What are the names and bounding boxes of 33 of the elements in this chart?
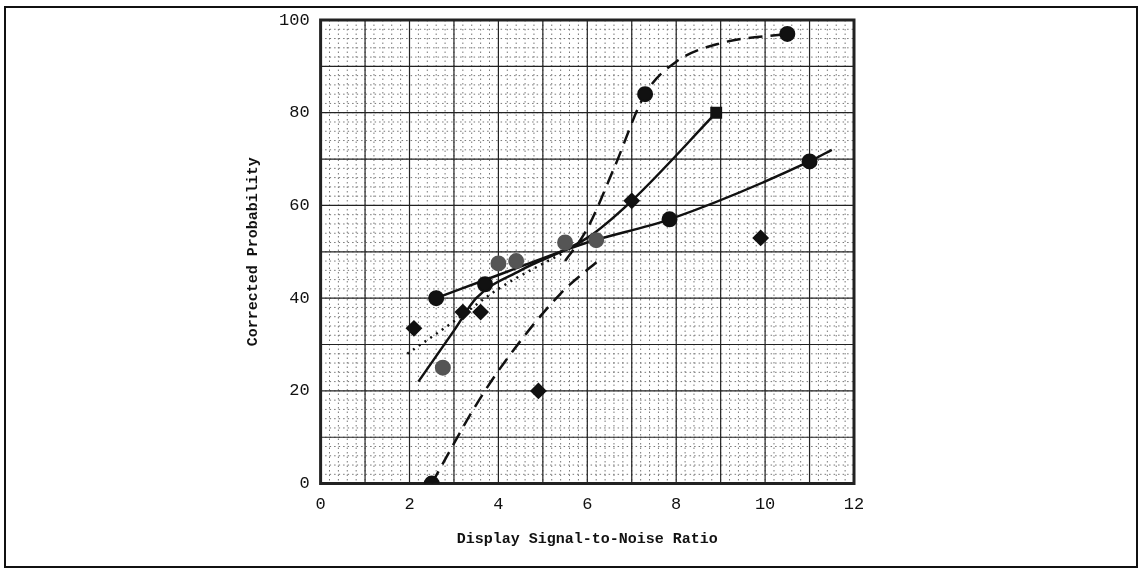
point [710,106,723,119]
point [530,382,547,399]
x-axis-title: Display Signal-to-Noise Ratio [456,530,718,548]
point [428,290,445,307]
point [490,255,507,272]
x-tick-label: 0 [315,495,326,515]
y-tick-label: 40 [289,288,310,308]
point [779,25,796,42]
point [557,234,574,251]
point [801,153,818,170]
y-tick-label: 0 [299,474,310,494]
x-tick-label: 8 [671,495,682,515]
point [434,359,451,376]
point [752,229,769,246]
point [637,86,654,103]
point [508,253,525,270]
y-tick-label: 20 [289,381,310,401]
point [472,304,489,321]
point [477,276,494,293]
point [454,304,471,321]
point [405,320,422,337]
x-tick-label: 10 [754,495,776,515]
x-tick-label: 6 [582,495,593,515]
point [623,192,640,209]
y-tick-label: 80 [289,103,310,123]
x-tick-label: 4 [493,495,504,515]
point [588,232,605,249]
x-tick-label: 2 [404,495,415,515]
x-tick-label: 12 [843,495,865,515]
point [661,211,678,228]
y-tick-label: 60 [289,195,310,215]
y-tick-label: 100 [279,10,310,30]
y-axis-title: Corrected Probability [244,157,262,347]
